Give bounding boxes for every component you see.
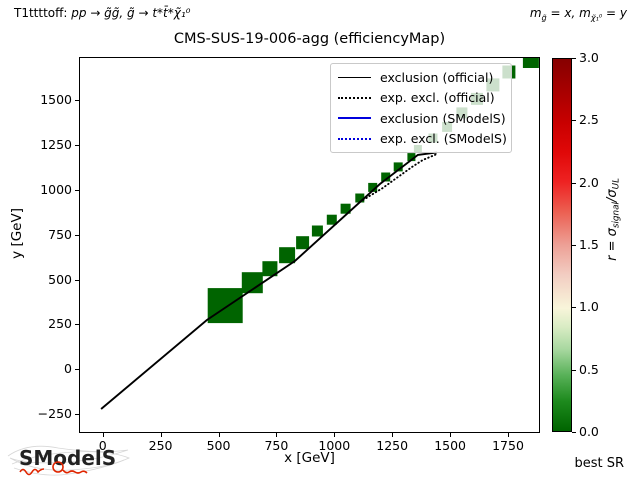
legend-item-exclusion-smodels: exclusion (SModelS): [338, 108, 511, 128]
process-annotation: T1ttttoff: pp → g̃g̃, g̃ → t*t̄*χ̃₁⁰: [14, 6, 190, 20]
x-tick-label: 1750: [492, 438, 524, 453]
colorbar-tick-label: 1.0: [579, 299, 599, 315]
y-tick-label: 250: [48, 316, 72, 332]
mass-mid: = x, m: [546, 6, 591, 20]
mass-x-sub: g̃: [541, 12, 547, 23]
x-tick-mark: [102, 433, 104, 437]
colorbar-label: r = σsignal/σUL: [605, 178, 622, 261]
x-tick-label: 1250: [376, 438, 409, 453]
plot-title: CMS-SUS-19-006-agg (efficiencyMap): [173, 31, 446, 47]
legend-line-solid-blue: [338, 117, 371, 120]
x-tick-mark: [392, 433, 394, 437]
y-tick-mark: [75, 369, 79, 371]
x-tick-mark: [276, 433, 278, 437]
data-point-square: [407, 153, 416, 162]
y-tick-label: 1000: [40, 181, 72, 197]
legend-item-exp-excl-official: exp. excl. (official): [338, 88, 511, 108]
legend-label: exclusion (official): [380, 69, 494, 85]
legend-line-dotted-black: [338, 96, 371, 99]
colorbar-tick-label: 0.0: [579, 424, 599, 439]
data-point-square: [393, 162, 403, 172]
y-tick-mark: [75, 324, 79, 326]
legend-line-dotted-blue: [338, 137, 371, 140]
y-tick-mark: [75, 234, 79, 236]
y-tick-label: 1250: [40, 136, 72, 152]
legend-line-solid-black: [338, 76, 371, 78]
colorbar-tick-mark: [572, 182, 576, 184]
colorbar-tick-mark: [572, 307, 576, 309]
expected-exclusion-line: [359, 152, 438, 203]
mass-x-symbol: m: [529, 6, 542, 20]
x-tick-label: 750: [264, 438, 289, 453]
data-point-square: [355, 193, 365, 203]
y-tick-mark: [75, 144, 79, 146]
data-point-square: [368, 182, 378, 192]
x-axis-label: x [GeV]: [284, 450, 335, 466]
x-tick-label: 1000: [318, 438, 351, 453]
y-tick-label: 500: [48, 271, 72, 287]
data-point-square: [207, 288, 243, 324]
colorbar-tick-label: 2.5: [579, 112, 599, 128]
colorbar-tick-label: 0.5: [579, 361, 599, 377]
x-tick-mark: [508, 433, 509, 437]
plot-area: exclusion (official) exp. excl. (officia…: [79, 57, 540, 433]
process-prefix: T1ttttoff:: [14, 6, 72, 20]
colorbar-tick-mark: [572, 120, 576, 122]
logo-scribble: [7, 445, 131, 476]
mass-end: = y: [602, 6, 627, 20]
y-tick-label: −250: [37, 406, 72, 422]
x-tick-mark: [160, 433, 162, 437]
y-tick-mark: [75, 279, 79, 281]
exclusion-line: [100, 151, 438, 410]
data-point-square: [326, 214, 337, 225]
y-tick-label: 750: [48, 226, 72, 242]
legend-item-exclusion-official: exclusion (official): [338, 67, 511, 87]
x-tick-mark: [334, 433, 336, 437]
data-point-square: [279, 247, 296, 264]
y-tick-mark: [75, 100, 79, 101]
process-math: pp → g̃g̃, g̃ → t*t̄*χ̃₁⁰: [71, 6, 191, 20]
logo-red-squiggle: [19, 461, 88, 476]
legend-label: exp. excl. (SModelS): [380, 131, 507, 147]
colorbar-tick-label: 2.0: [579, 174, 599, 190]
colorbar-tick-mark: [572, 369, 576, 371]
colorbar-tick-mark: [572, 58, 576, 59]
y-tick-label: 1500: [40, 92, 72, 107]
data-point-square: [522, 58, 539, 68]
data-point-square: [381, 172, 391, 182]
data-point-square: [340, 203, 351, 214]
x-tick-label: 0: [98, 438, 107, 453]
data-point-square: [296, 236, 310, 250]
colorbar-tick-mark: [572, 432, 576, 433]
mass-y-sub: χ̃₁⁰: [590, 12, 603, 23]
y-tick-label: 0: [64, 361, 72, 377]
colorbar-tick-label: 3.0: [579, 50, 599, 65]
data-point-square: [241, 272, 263, 294]
data-point-square: [262, 261, 278, 277]
smodels-logo-canvas: SModelS: [7, 445, 131, 476]
smodels-logo: SModelS: [6, 438, 136, 478]
x-tick-label: 1500: [434, 438, 466, 453]
x-tick-mark: [450, 433, 452, 437]
data-point-square: [311, 225, 323, 237]
best-sr-note: best SR: [574, 456, 624, 471]
legend-item-exp-excl-smodels: exp. excl. (SModelS): [338, 129, 511, 149]
logo-text: SModelS: [19, 446, 116, 470]
legend-label: exp. excl. (official): [380, 90, 495, 106]
legend: exclusion (official) exp. excl. (officia…: [330, 63, 512, 153]
axes-definition-annotation: mg̃ = x, mχ̃₁⁰ = y: [530, 6, 627, 22]
colorbar-tick-label: 1.5: [579, 237, 599, 252]
colorbar-tick-mark: [572, 245, 576, 246]
x-tick-label: 500: [206, 438, 231, 453]
x-tick-mark: [218, 433, 220, 437]
y-tick-mark: [75, 189, 79, 191]
legend-label: exclusion (SModelS): [380, 110, 506, 126]
x-tick-label: 250: [148, 438, 173, 453]
colorbar: [552, 58, 572, 432]
y-tick-mark: [75, 414, 79, 416]
